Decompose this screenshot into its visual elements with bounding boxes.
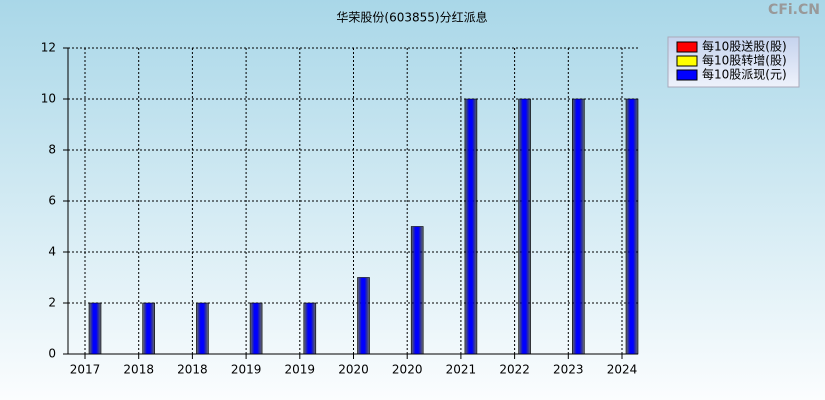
y-tick-label: 2 [48, 296, 56, 310]
bar [196, 302, 209, 355]
chart-title: 华荣股份(603855)分红派息 [336, 10, 487, 25]
bar [464, 98, 478, 355]
x-tick-label: 2023 [553, 363, 584, 377]
y-tick-label: 4 [48, 245, 56, 259]
bar [142, 302, 155, 355]
bar [249, 302, 263, 355]
x-tick-label: 2021 [446, 363, 477, 377]
legend-swatch [676, 55, 698, 67]
x-tick-label: 2018 [123, 363, 154, 377]
legend-swatch [676, 69, 698, 81]
x-tick-label: 2020 [338, 363, 369, 377]
bar [303, 302, 317, 355]
bar [88, 302, 102, 355]
x-tick-label: 2018 [177, 363, 208, 377]
bar [410, 226, 424, 355]
y-tick-label: 10 [41, 92, 56, 106]
bar [571, 98, 585, 355]
y-tick-label: 6 [48, 194, 56, 208]
x-tick-label: 2020 [392, 363, 423, 377]
bar [518, 98, 531, 355]
y-tick-label: 12 [41, 41, 56, 55]
x-tick-label: 2019 [285, 363, 316, 377]
y-tick-label: 0 [48, 347, 56, 361]
x-tick-label: 2022 [499, 363, 530, 377]
bar [625, 98, 639, 355]
x-tick-label: 2017 [70, 363, 101, 377]
legend-label: 每10股转增(股) [702, 53, 787, 68]
legend-label: 每10股派现(元) [702, 67, 787, 82]
y-tick-label: 8 [48, 143, 56, 157]
x-tick-label: 2024 [607, 363, 638, 377]
bar [357, 277, 370, 355]
x-tick-label: 2019 [231, 363, 262, 377]
legend-label: 每10股送股(股) [702, 39, 787, 54]
legend-swatch [676, 41, 698, 53]
watermark: CFi.CN [768, 2, 820, 18]
